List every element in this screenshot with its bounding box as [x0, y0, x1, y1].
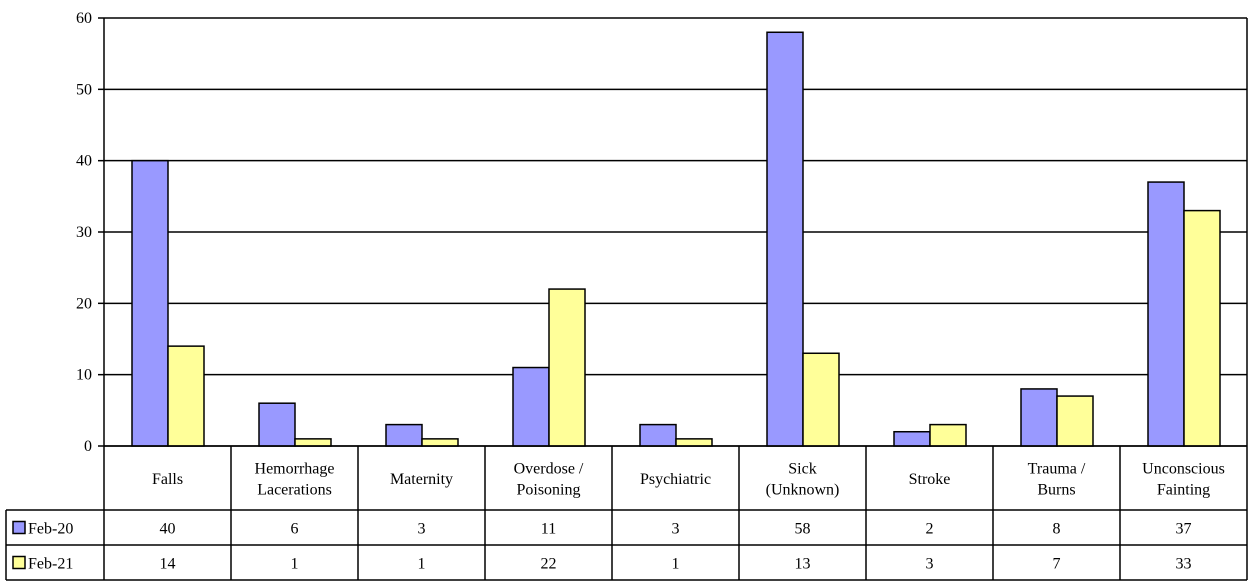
bar-feb-20-1: [258, 402, 296, 447]
data-table: Falls Hemorrhage Lacerations Maternity Overd…: [5, 445, 1248, 581]
bar-feb-20-0: [131, 159, 169, 447]
bar-feb-21-6: [929, 423, 967, 447]
bar-feb-20-4: [639, 423, 677, 447]
table-value: 6: [291, 521, 299, 538]
y-tick-label: 20: [76, 295, 92, 312]
category-label: Unconscious Fainting: [1142, 461, 1225, 499]
y-axis: 0 10 20 30 40 50 60: [76, 10, 1248, 455]
bar-feb-21-1: [294, 438, 332, 447]
bar-feb-21-7: [1056, 395, 1094, 447]
bar-feb-20-8: [1147, 181, 1185, 447]
category-label: Sick (Unknown): [766, 461, 840, 499]
bar-feb-21-5: [802, 352, 840, 447]
table-value: 33: [1176, 556, 1192, 573]
category-label: Falls: [152, 471, 183, 488]
table-value: 2: [926, 521, 934, 538]
category-label: Stroke: [909, 471, 951, 488]
table-value: 14: [160, 556, 176, 573]
gridlines: [104, 17, 1247, 447]
table-value: 13: [795, 556, 811, 573]
category-label: Psychiatric: [640, 471, 711, 488]
table-value: 58: [795, 521, 811, 538]
y-tick-label: 40: [76, 153, 92, 170]
category-label: Maternity: [390, 471, 453, 488]
bar-feb-21-3: [548, 288, 586, 447]
y-tick-label: 30: [76, 224, 92, 241]
table-value: 37: [1176, 521, 1192, 538]
y-tick-label: 50: [76, 81, 92, 98]
y-tick-label: 0: [84, 438, 92, 455]
category-label: Overdose / Poisoning: [514, 461, 584, 499]
bars: [131, 31, 1221, 447]
legend-key-feb-20: [12, 520, 26, 535]
bar-feb-20-3: [512, 366, 550, 447]
category-label: Hemorrhage Lacerations: [255, 461, 335, 499]
table-value: 40: [160, 521, 176, 538]
table-value: 3: [926, 556, 934, 573]
y-tick-label: 10: [76, 367, 92, 384]
bar-feb-21-2: [421, 438, 459, 447]
bar-feb-20-5: [766, 31, 804, 447]
legend-label: Feb-21: [28, 556, 73, 573]
bar-feb-20-7: [1020, 388, 1058, 447]
table-value: 7: [1053, 556, 1061, 573]
bar-feb-21-8: [1183, 209, 1221, 447]
table-value: 8: [1053, 521, 1061, 538]
table-value: 1: [418, 556, 426, 573]
y-tick-label: 60: [76, 10, 92, 27]
bar-feb-21-0: [167, 345, 205, 447]
table-value: 1: [291, 556, 299, 573]
table-value: 1: [672, 556, 680, 573]
bar-feb-20-2: [385, 423, 423, 447]
table-value: 3: [672, 521, 680, 538]
table-value: 11: [541, 521, 556, 538]
category-label: Trauma / Burns: [1028, 461, 1086, 499]
bar-feb-20-6: [893, 430, 931, 447]
legend-key-feb-21: [12, 555, 26, 570]
legend-label: Feb-20: [28, 521, 73, 538]
bar-feb-21-4: [675, 438, 713, 447]
table-value: 3: [418, 521, 426, 538]
table-value: 22: [541, 556, 557, 573]
